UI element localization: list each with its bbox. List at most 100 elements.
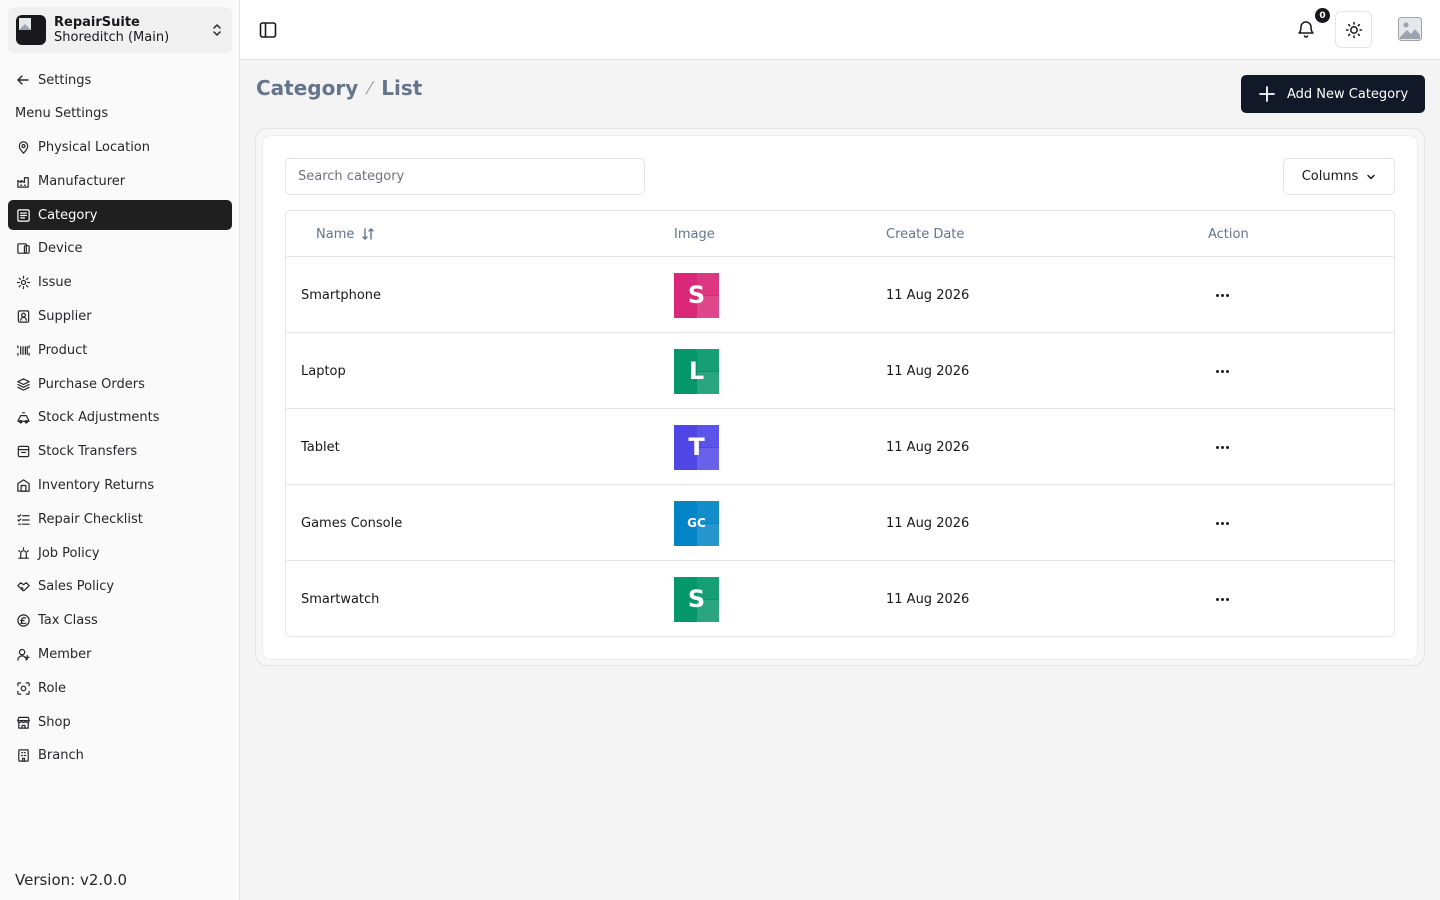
table-row: Laptop L 11 Aug 2026 <box>286 333 1394 409</box>
menu-settings-heading: Menu Settings <box>8 99 232 129</box>
image-header-label: Image <box>674 226 715 242</box>
sidebar-item-tax-class[interactable]: Tax Class <box>8 606 232 636</box>
sidebar-item-product[interactable]: Product <box>8 335 232 365</box>
member-icon <box>15 647 31 663</box>
create-date: 11 Aug 2026 <box>886 287 970 303</box>
sidebar: RepairSuite Shoreditch (Main) Settings M… <box>0 0 240 900</box>
breadcrumb-root[interactable]: Category <box>256 76 359 100</box>
create-date: 11 Aug 2026 <box>886 591 970 607</box>
name-header-label: Name <box>316 226 355 242</box>
shop-icon <box>15 714 31 730</box>
more-horizontal-icon <box>1216 293 1229 297</box>
sidebar-item-label: Issue <box>38 275 72 291</box>
sidebar-item-member[interactable]: Member <box>8 640 232 670</box>
breadcrumb-current: List <box>381 76 423 100</box>
brand-logo <box>16 15 46 45</box>
avatar[interactable] <box>1398 17 1422 41</box>
back-to-settings-link[interactable]: Settings <box>8 65 232 95</box>
action-column-header: Action <box>1208 211 1249 257</box>
category-thumbnail: S <box>674 576 719 622</box>
supplier-icon <box>15 309 31 325</box>
sidebar-item-repair-checklist[interactable]: Repair Checklist <box>8 504 232 534</box>
name-column-header[interactable]: Name <box>316 211 375 257</box>
add-new-category-button[interactable]: Add New Category <box>1241 75 1425 113</box>
thumbnail-letter: S <box>687 281 706 309</box>
sidebar-item-stock-adjustments[interactable]: Stock Adjustments <box>8 403 232 433</box>
device-icon <box>15 241 31 257</box>
category-name: Smartphone <box>301 287 382 303</box>
more-horizontal-icon <box>1216 445 1229 449</box>
breadcrumb-separator: ⁄ <box>368 77 372 99</box>
category-name: Tablet <box>301 439 340 455</box>
thumbnail-letter: GC <box>687 516 706 530</box>
sidebar-item-label: Category <box>38 207 98 223</box>
sidebar-item-role[interactable]: Role <box>8 673 232 703</box>
branch-icon <box>15 748 31 764</box>
layers-icon <box>15 376 31 392</box>
arrow-left-icon <box>15 72 31 88</box>
sidebar-item-label: Stock Transfers <box>38 444 138 460</box>
theme-toggle-button[interactable] <box>1335 11 1372 48</box>
sidebar-item-job-policy[interactable]: Job Policy <box>8 538 232 568</box>
branch-switcher[interactable]: RepairSuite Shoreditch (Main) <box>8 7 232 53</box>
sidebar-item-label: Inventory Returns <box>38 478 155 494</box>
table-row: Smartwatch S 11 Aug 2026 <box>286 561 1394 636</box>
chevron-down-icon <box>1367 174 1376 179</box>
row-actions-button[interactable] <box>1216 257 1229 333</box>
columns-label: Columns <box>1301 169 1359 184</box>
sidebar-item-category[interactable]: Category <box>8 200 232 231</box>
sun-icon <box>1345 21 1362 38</box>
search-input[interactable] <box>285 158 645 195</box>
brand-name: RepairSuite <box>54 15 140 30</box>
sidebar-item-label: Tax Class <box>38 613 98 629</box>
sidebar-item-supplier[interactable]: Supplier <box>8 302 232 332</box>
category-name: Laptop <box>301 363 346 379</box>
sidebar-item-label: Sales Policy <box>38 579 115 595</box>
sidebar-item-issue[interactable]: Issue <box>8 268 232 298</box>
table-row: Tablet T 11 Aug 2026 <box>286 409 1394 485</box>
category-thumbnail: GC <box>674 500 719 546</box>
settings-nav: Settings Menu Settings Physical Location… <box>8 65 232 775</box>
sidebar-item-label: Manufacturer <box>38 173 126 189</box>
category-image-cell: GC <box>674 485 719 561</box>
row-actions-button[interactable] <box>1216 561 1229 636</box>
sidebar-toggle-icon[interactable] <box>258 20 278 40</box>
checklist-icon <box>15 511 31 527</box>
brand-branch: Shoreditch (Main) <box>54 30 170 45</box>
sidebar-item-branch[interactable]: Branch <box>8 741 232 771</box>
sidebar-item-device[interactable]: Device <box>8 234 232 264</box>
barcode-icon <box>15 342 31 358</box>
create-date: 11 Aug 2026 <box>886 363 970 379</box>
notification-badge: 0 <box>1315 8 1330 23</box>
sidebar-item-purchase-orders[interactable]: Purchase Orders <box>8 369 232 399</box>
sidebar-item-manufacturer[interactable]: Manufacturer <box>8 166 232 196</box>
sidebar-item-shop[interactable]: Shop <box>8 707 232 737</box>
row-actions-button[interactable] <box>1216 485 1229 561</box>
sidebar-item-physical-location[interactable]: Physical Location <box>8 133 232 163</box>
policy-icon <box>15 545 31 561</box>
back-label: Settings <box>38 72 92 88</box>
sidebar-item-stock-transfers[interactable]: Stock Transfers <box>8 437 232 467</box>
thumbnail-letter: L <box>688 357 705 385</box>
return-icon <box>15 478 31 494</box>
menu-settings-label: Menu Settings <box>15 106 109 122</box>
thumbnail-letter: S <box>687 585 706 613</box>
table-row: Games Console GC 11 Aug 2026 <box>286 485 1394 561</box>
issue-icon <box>15 275 31 291</box>
transfer-icon <box>15 444 31 460</box>
sidebar-item-label: Device <box>38 241 83 257</box>
bell-icon[interactable] <box>1296 19 1316 39</box>
sidebar-item-sales-policy[interactable]: Sales Policy <box>8 572 232 602</box>
category-thumbnail: S <box>674 272 719 318</box>
row-actions-button[interactable] <box>1216 333 1229 409</box>
more-horizontal-icon <box>1216 521 1229 525</box>
row-actions-button[interactable] <box>1216 409 1229 485</box>
sidebar-item-inventory-returns[interactable]: Inventory Returns <box>8 471 232 501</box>
category-image-cell: T <box>674 409 719 485</box>
category-name: Games Console <box>301 515 403 531</box>
version-label: Version: v2.0.0 <box>15 871 128 889</box>
columns-button[interactable]: Columns <box>1283 158 1395 195</box>
table-body: Smartphone S 11 Aug 2026 Laptop L 11 Aug 2026… <box>286 257 1394 636</box>
create-date-column-header: Create Date <box>886 211 964 257</box>
sidebar-item-label: Physical Location <box>38 140 150 156</box>
